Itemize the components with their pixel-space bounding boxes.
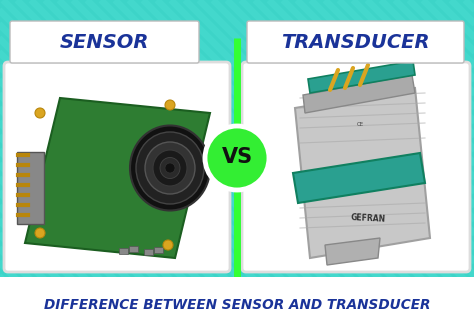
- FancyBboxPatch shape: [155, 246, 164, 252]
- FancyBboxPatch shape: [10, 21, 199, 63]
- Polygon shape: [295, 88, 430, 258]
- Text: CE: CE: [356, 123, 364, 128]
- Polygon shape: [293, 153, 425, 203]
- Polygon shape: [25, 98, 210, 258]
- Circle shape: [35, 108, 45, 118]
- Polygon shape: [308, 61, 415, 93]
- Ellipse shape: [165, 163, 175, 173]
- FancyBboxPatch shape: [4, 62, 230, 272]
- Circle shape: [35, 228, 45, 238]
- Circle shape: [165, 100, 175, 110]
- FancyBboxPatch shape: [0, 0, 474, 278]
- Text: SENSOR: SENSOR: [60, 33, 149, 52]
- FancyBboxPatch shape: [119, 247, 128, 253]
- FancyBboxPatch shape: [129, 245, 138, 251]
- Text: GEFRAN: GEFRAN: [350, 212, 386, 223]
- Ellipse shape: [160, 158, 180, 178]
- Polygon shape: [303, 75, 415, 113]
- FancyBboxPatch shape: [247, 21, 464, 63]
- Ellipse shape: [153, 150, 187, 186]
- FancyBboxPatch shape: [0, 277, 474, 333]
- FancyBboxPatch shape: [242, 62, 470, 272]
- Ellipse shape: [136, 132, 204, 204]
- Polygon shape: [325, 238, 380, 265]
- FancyBboxPatch shape: [145, 248, 154, 254]
- Ellipse shape: [130, 126, 210, 210]
- Text: VS: VS: [221, 147, 253, 167]
- FancyBboxPatch shape: [17, 152, 44, 224]
- Text: DIFFERENCE BETWEEN SENSOR AND TRANSDUCER: DIFFERENCE BETWEEN SENSOR AND TRANSDUCER: [44, 298, 430, 312]
- Text: TRANSDUCER: TRANSDUCER: [281, 33, 430, 52]
- Circle shape: [163, 240, 173, 250]
- Circle shape: [205, 126, 269, 190]
- Ellipse shape: [145, 142, 195, 194]
